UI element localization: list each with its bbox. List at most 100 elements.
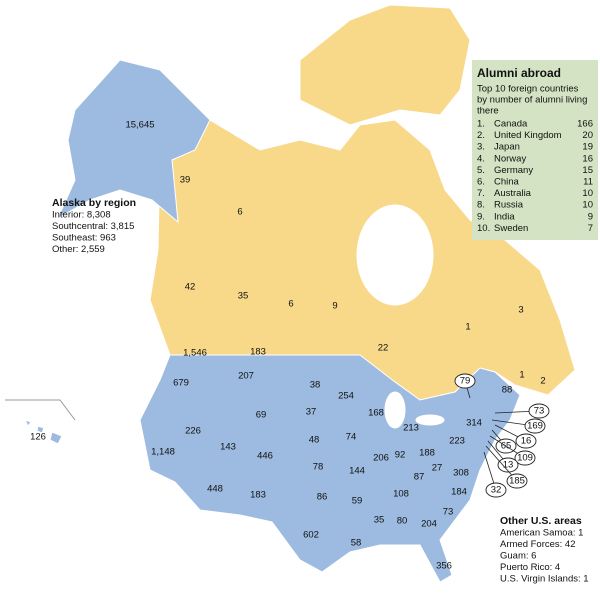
region-label: 356	[436, 561, 452, 572]
alumni-count: 7	[588, 223, 593, 234]
region-label: 213	[403, 423, 419, 434]
region-label: 184	[451, 487, 467, 498]
alaska-region-line: Interior: 8,308	[52, 210, 111, 221]
region-label: 108	[393, 489, 409, 500]
circled-label: 185	[509, 476, 525, 487]
alaska-region-line: Southcentral: 3,815	[52, 221, 134, 232]
other-areas-line: Puerto Rico: 4	[500, 562, 560, 573]
alumni-country: Germany	[494, 165, 533, 176]
alumni-country: Canada	[494, 119, 528, 130]
other-areas-line: Guam: 6	[500, 551, 536, 562]
region-label: 168	[368, 408, 384, 419]
circled-label: 32	[491, 485, 502, 496]
label-circle	[514, 450, 536, 466]
region-label: 22	[378, 343, 389, 354]
alumni-title: Alumni abroad	[477, 66, 561, 80]
alumni-subtitle: there	[477, 106, 499, 117]
alumni-country: Russia	[494, 200, 524, 211]
region-label: 1,546	[183, 348, 207, 359]
alumni-rank: 7.	[477, 188, 485, 199]
alumni-country: China	[494, 177, 520, 188]
region-label: 35	[238, 291, 249, 302]
hudson-bay	[356, 204, 434, 306]
alumni-box	[472, 60, 598, 240]
alumni-subtitle: Top 10 foreign countries	[477, 84, 579, 95]
alumni-count: 11	[583, 177, 593, 188]
region-label: 42	[185, 282, 196, 293]
region-label: 183	[250, 490, 266, 501]
label-circle	[528, 403, 550, 419]
region-label: 314	[466, 418, 482, 429]
region-label: 679	[173, 378, 189, 389]
label-circle	[524, 418, 546, 434]
alumni-rank: 3.	[477, 142, 485, 153]
circled-label: 109	[517, 453, 533, 464]
label-circle	[485, 482, 507, 498]
region-label: 126	[30, 432, 46, 443]
alumni-rank: 5.	[477, 165, 485, 176]
region-label: 1	[519, 370, 524, 381]
alumni-country: Norway	[494, 153, 526, 164]
region-label: 38	[310, 380, 321, 391]
alumni-country: Australia	[494, 188, 532, 199]
alumni-rank: 9.	[477, 211, 485, 222]
region-label: 86	[317, 492, 328, 503]
alumni-count: 10	[582, 200, 593, 211]
region-label: 88	[502, 385, 513, 396]
alumni-rank: 1.	[477, 119, 485, 130]
circled-label: 79	[460, 376, 471, 387]
region-label: 37	[306, 407, 317, 418]
region-label: 78	[313, 462, 324, 473]
alaska-region-title: Alaska by region	[52, 197, 136, 209]
region-label: 6	[237, 207, 242, 218]
hawaii-frame	[5, 399, 76, 421]
other-areas-title: Other U.S. areas	[500, 515, 582, 527]
other-areas-line: American Samoa: 1	[500, 528, 583, 539]
region-label: 602	[303, 530, 319, 541]
alaska	[56, 59, 211, 224]
region-label: 188	[419, 448, 435, 459]
label-circle	[515, 433, 537, 449]
region-label: 448	[207, 484, 223, 495]
region-label: 27	[432, 463, 443, 474]
landmass	[5, 4, 576, 583]
region-label: 226	[185, 426, 201, 437]
region-label: 446	[257, 451, 273, 462]
alumni-country: Japan	[494, 142, 520, 153]
region-label: 254	[338, 391, 354, 402]
label-circle	[454, 373, 476, 389]
region-label: 59	[352, 496, 363, 507]
region-label: 92	[395, 450, 406, 461]
alumni-count: 19	[582, 142, 593, 153]
circled-label: 13	[503, 460, 514, 471]
region-label: 308	[453, 468, 469, 479]
alumni-count: 9	[588, 211, 593, 222]
region-label: 206	[373, 453, 389, 464]
canada-arctic	[299, 4, 471, 126]
label-circle	[506, 473, 528, 489]
region-label: 15,645	[125, 120, 154, 131]
great-lakes	[384, 391, 406, 429]
region-label: 73	[443, 507, 454, 518]
alaska-region-line: Other: 2,559	[52, 244, 105, 255]
region-label: 74	[346, 432, 357, 443]
circled-label: 73	[534, 406, 545, 417]
circled-label: 169	[527, 421, 543, 432]
region-label: 6	[288, 299, 293, 310]
region-label: 9	[332, 301, 337, 312]
alumni-count: 16	[582, 153, 593, 164]
alumni-count: 10	[582, 188, 593, 199]
alumni-rank: 6.	[477, 177, 485, 188]
alaska-region-line: Southeast: 963	[52, 233, 116, 244]
alumni-country: Sweden	[494, 223, 528, 234]
alumni-country: United Kingdom	[494, 130, 562, 141]
region-label: 1	[465, 322, 470, 333]
region-label: 69	[256, 410, 267, 421]
region-label: 80	[397, 516, 408, 527]
region-label: 183	[250, 347, 266, 358]
alumni-count: 20	[582, 130, 593, 141]
region-label: 1,148	[151, 447, 175, 458]
region-label: 39	[180, 175, 191, 186]
region-label: 48	[309, 435, 320, 446]
alumni-rank: 2.	[477, 130, 485, 141]
